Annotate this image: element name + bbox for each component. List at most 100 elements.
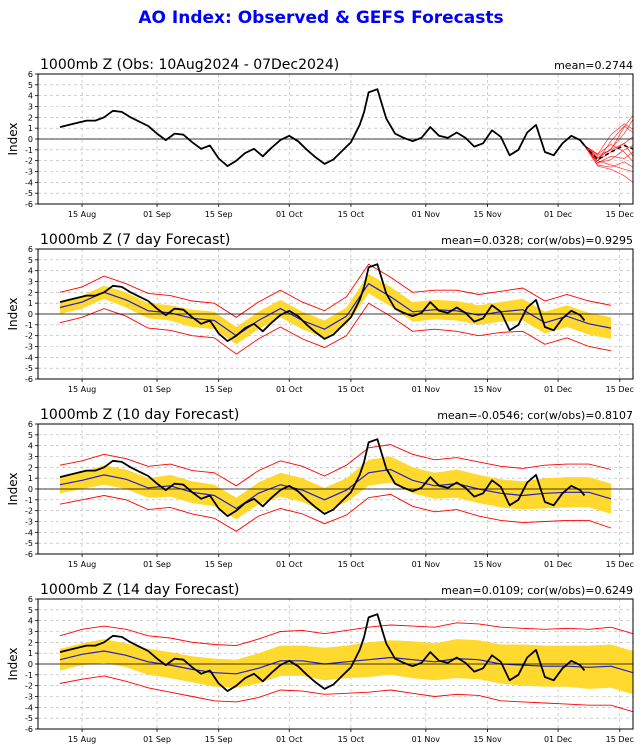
y-tick-label: 4 (28, 267, 33, 276)
plot-area (59, 613, 633, 713)
y-tick-label: -5 (25, 539, 33, 548)
panel-title: 1000mb Z (14 day Forecast) (40, 582, 239, 598)
y-tick-label: 2 (28, 463, 33, 472)
x-tick-label: 15 Oct (338, 210, 365, 219)
spread-band (60, 639, 633, 695)
y-tick-label: 1 (28, 124, 33, 133)
y-tick-label: -4 (25, 703, 33, 712)
x-tick-label: 01 Oct (276, 560, 303, 569)
y-axis-label: Index (6, 472, 20, 505)
x-tick-label: 01 Sep (143, 385, 171, 394)
chart-panel-2: 1000mb Z (7 day Forecast) mean=0.0328; co… (6, 232, 634, 394)
y-tick-label: -1 (25, 146, 33, 155)
panel-stats: mean=0.2744 (554, 59, 633, 72)
ensemble-member-line (584, 123, 633, 155)
y-axis-label: Index (6, 647, 20, 680)
ensemble-member-line (584, 142, 633, 162)
y-tick-label: -4 (25, 353, 33, 362)
y-tick-label: 2 (28, 113, 33, 122)
ensemble-member-line (584, 145, 633, 183)
ensemble-member-line (584, 114, 633, 158)
x-tick-label: 01 Dec (544, 385, 572, 394)
y-tick-label: 5 (28, 256, 33, 265)
x-tick-label: 15 Nov (473, 735, 502, 744)
panel-title: 1000mb Z (10 day Forecast) (40, 407, 239, 423)
plot-area (59, 88, 633, 183)
x-tick-label: 15 Aug (68, 560, 96, 569)
y-tick-label: 4 (28, 617, 33, 626)
y-tick-label: 5 (28, 431, 33, 440)
observed-line (59, 613, 586, 692)
upper-bound-line (59, 444, 612, 487)
x-tick-label: 01 Oct (276, 385, 303, 394)
forecast-mean-line (59, 468, 612, 510)
y-tick-label: -2 (25, 332, 33, 341)
y-tick-label: 2 (28, 288, 33, 297)
y-tick-label: 1 (28, 474, 33, 483)
ensemble-member-line (584, 145, 633, 164)
upper-bound-line (59, 263, 612, 318)
spread-band (60, 456, 611, 520)
observed-line (59, 438, 586, 517)
x-tick-label: 01 Nov (412, 385, 441, 394)
y-axis-label: Index (6, 297, 20, 330)
y-tick-label: 3 (28, 453, 33, 462)
x-tick-label: 15 Oct (338, 560, 365, 569)
x-tick-label: 15 Dec (606, 385, 634, 394)
y-tick-label: -6 (25, 550, 33, 559)
y-tick-label: 3 (28, 278, 33, 287)
x-tick-label: 15 Oct (338, 385, 365, 394)
y-tick-label: -2 (25, 507, 33, 516)
spread-band (60, 273, 611, 345)
observed-line (59, 88, 586, 167)
ensemble-member-line (584, 145, 633, 168)
y-tick-label: -4 (25, 528, 33, 537)
panel-title: 1000mb Z (7 day Forecast) (40, 232, 230, 248)
y-tick-label: 2 (28, 638, 33, 647)
y-tick-label: -6 (25, 375, 33, 384)
x-tick-label: 15 Aug (68, 735, 96, 744)
y-tick-label: -1 (25, 496, 33, 505)
x-tick-label: 01 Dec (544, 560, 572, 569)
y-tick-label: 4 (28, 92, 33, 101)
y-tick-label: 5 (28, 81, 33, 90)
y-tick-label: 0 (28, 310, 33, 319)
chart-panel-1: 1000mb Z (Obs: 10Aug2024 - 07Dec2024) mea… (6, 57, 634, 219)
chart-panel-3: 1000mb Z (10 day Forecast) mean=-0.0546; … (6, 407, 634, 569)
plot-area (59, 263, 612, 355)
x-tick-label: 01 Sep (143, 210, 171, 219)
ensemble-member-line (584, 119, 633, 159)
y-tick-label: 5 (28, 606, 33, 615)
x-tick-label: 01 Dec (544, 210, 572, 219)
y-tick-label: 6 (28, 595, 33, 604)
x-tick-label: 15 Sep (205, 210, 233, 219)
y-tick-label: -3 (25, 168, 33, 177)
y-tick-label: -4 (25, 178, 33, 187)
x-tick-label: 01 Nov (412, 210, 441, 219)
x-tick-label: 15 Aug (68, 385, 96, 394)
y-tick-label: -6 (25, 200, 33, 209)
x-tick-label: 15 Sep (205, 735, 233, 744)
y-tick-label: 3 (28, 628, 33, 637)
x-tick-label: 15 Nov (473, 385, 502, 394)
x-tick-label: 15 Oct (338, 735, 365, 744)
panel-stats: mean=-0.0546; cor(w/obs)=0.8107 (437, 409, 633, 422)
x-tick-label: 01 Sep (143, 735, 171, 744)
x-tick-label: 01 Nov (412, 735, 441, 744)
y-tick-label: -5 (25, 714, 33, 723)
x-tick-label: 01 Dec (544, 735, 572, 744)
y-tick-label: -1 (25, 321, 33, 330)
x-tick-label: 15 Nov (473, 210, 502, 219)
y-tick-label: -6 (25, 725, 33, 734)
y-tick-label: -3 (25, 518, 33, 527)
observed-line (59, 263, 586, 342)
y-tick-label: -1 (25, 671, 33, 680)
y-tick-label: 0 (28, 660, 33, 669)
forecast-mean-line (59, 650, 633, 675)
plot-area (59, 438, 612, 532)
x-tick-label: 15 Sep (205, 560, 233, 569)
upper-bound-line (59, 622, 633, 647)
lower-bound-line (59, 675, 633, 713)
y-tick-label: -2 (25, 682, 33, 691)
panel-stats: mean=0.0109; cor(w/obs)=0.6249 (441, 584, 633, 597)
